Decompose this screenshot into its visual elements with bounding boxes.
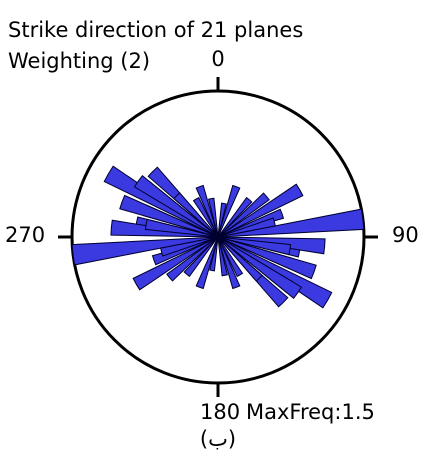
chart-title: Strike direction of 21 planes xyxy=(8,18,303,42)
petal xyxy=(217,236,303,299)
petal xyxy=(217,236,317,280)
petal xyxy=(217,236,241,290)
petal xyxy=(217,236,244,278)
petal xyxy=(207,197,219,238)
west-label: 270 xyxy=(5,223,45,247)
petal xyxy=(217,196,253,238)
north-label: 0 xyxy=(211,47,224,71)
petal xyxy=(166,236,219,282)
petal xyxy=(173,192,219,238)
petal xyxy=(160,236,219,257)
petal xyxy=(217,202,227,238)
caption: (ب) xyxy=(200,427,236,451)
petal xyxy=(217,236,292,256)
petal xyxy=(151,236,219,266)
chart-subtitle: Weighting (2) xyxy=(8,49,150,73)
petal xyxy=(183,236,219,278)
petal xyxy=(132,236,219,291)
petal xyxy=(209,236,219,272)
petal xyxy=(217,236,263,282)
petal xyxy=(217,192,270,238)
petal xyxy=(133,175,219,238)
petal xyxy=(217,183,304,238)
petal xyxy=(217,184,241,238)
east-label: 90 xyxy=(392,223,419,247)
petal xyxy=(192,196,219,238)
petal xyxy=(217,236,229,277)
petal xyxy=(217,217,276,238)
compass-ticks xyxy=(58,77,378,397)
south-label: 180 xyxy=(200,400,240,424)
petal xyxy=(144,218,219,238)
petal xyxy=(195,184,219,238)
petal xyxy=(217,208,285,238)
petal xyxy=(195,236,219,290)
petals xyxy=(71,165,365,309)
petal xyxy=(119,194,219,238)
max-freq-label: MaxFreq:1.5 xyxy=(246,400,375,424)
